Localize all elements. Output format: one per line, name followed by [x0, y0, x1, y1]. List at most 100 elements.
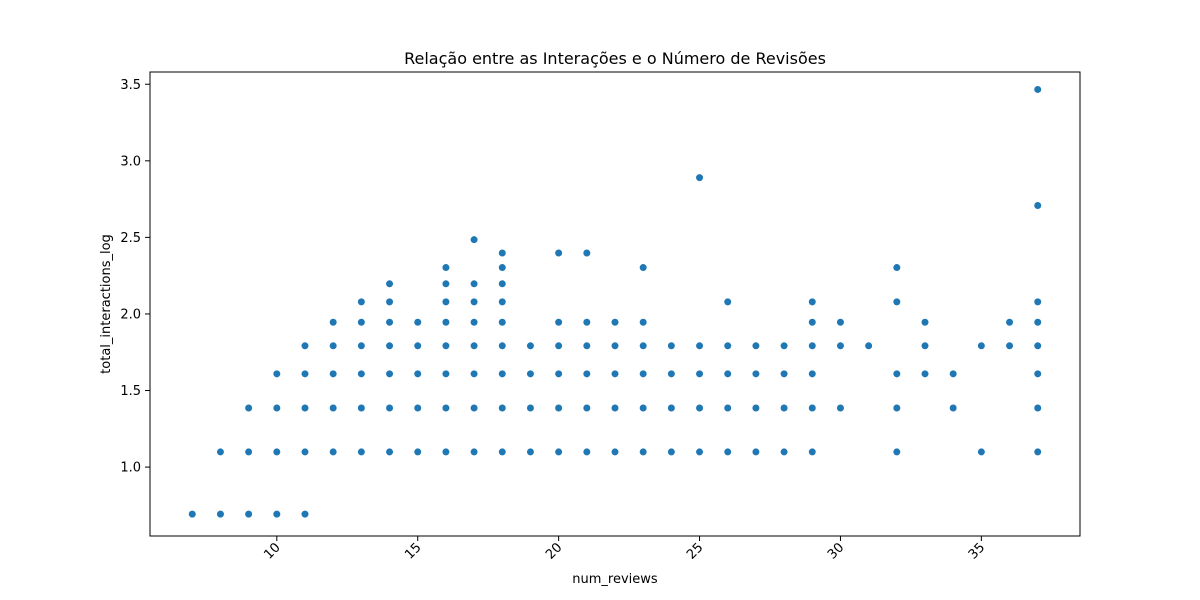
scatter-point: [610, 447, 620, 457]
scatter-point: [357, 447, 366, 457]
scatter-point: [695, 341, 704, 350]
x-axis-label: num_reviews: [572, 572, 658, 587]
scatter-point: [554, 318, 563, 327]
y-tick-label: 3.5: [120, 78, 141, 93]
scatter-point: [808, 403, 817, 413]
scatter-point: [554, 341, 563, 350]
scatter-point: [469, 318, 479, 327]
scatter-point: [498, 341, 507, 350]
scatter-point: [582, 341, 591, 350]
scatter-point: [526, 369, 535, 378]
scatter-point: [610, 318, 620, 327]
scatter-point: [413, 318, 422, 327]
scatter-point: [498, 279, 507, 288]
scatter-point: [385, 297, 394, 306]
scatter-point: [329, 403, 338, 413]
scatter-point: [695, 447, 704, 457]
scatter-point: [554, 403, 563, 413]
scatter-point: [695, 173, 704, 182]
y-tick-label: 2.0: [120, 307, 141, 322]
scatter-point: [639, 263, 648, 272]
scatter-point: [751, 369, 761, 378]
scatter-point: [498, 318, 507, 327]
y-tick-label: 2.5: [120, 231, 141, 246]
scatter-point: [977, 447, 986, 457]
scatter-point: [892, 403, 901, 413]
scatter-point: [639, 318, 648, 327]
scatter-point: [498, 403, 507, 413]
scatter-point: [610, 341, 620, 350]
scatter-point: [836, 403, 845, 413]
scatter-point: [667, 447, 676, 457]
scatter-point: [695, 403, 704, 413]
scatter-point: [526, 447, 535, 457]
scatter-point: [808, 297, 817, 306]
scatter-point: [498, 263, 507, 272]
scatter-point: [498, 369, 507, 378]
scatter-point: [272, 509, 281, 519]
scatter-point: [413, 447, 422, 457]
scatter-point: [751, 447, 761, 457]
scatter-point: [949, 369, 958, 378]
scatter-point: [272, 369, 281, 378]
scatter-point: [779, 369, 789, 378]
scatter-point: [892, 297, 901, 306]
scatter-point: [441, 341, 451, 350]
scatter-point: [469, 279, 479, 288]
scatter-point: [1033, 85, 1042, 94]
scatter-point: [723, 297, 732, 306]
scatter-point: [300, 369, 310, 378]
scatter-point: [892, 263, 901, 272]
scatter-point: [667, 403, 676, 413]
scatter-point: [808, 318, 817, 327]
scatter-point: [920, 341, 930, 350]
scatter-point: [300, 509, 310, 519]
scatter-point: [695, 369, 704, 378]
scatter-point: [385, 403, 394, 413]
scatter-point: [1033, 318, 1042, 327]
scatter-point: [385, 279, 394, 288]
scatter-point: [357, 341, 366, 350]
scatter-point: [751, 403, 761, 413]
scatter-point: [216, 447, 225, 457]
scatter-point: [1033, 447, 1042, 457]
scatter-point: [808, 369, 817, 378]
scatter-point: [554, 447, 563, 457]
scatter-point: [272, 447, 281, 457]
scatter-point: [808, 341, 817, 350]
scatter-point: [469, 403, 479, 413]
scatter-point: [1033, 297, 1042, 306]
scatter-point: [441, 279, 451, 288]
scatter-point: [469, 341, 479, 350]
points-layer: [188, 85, 1042, 519]
scatter-point: [441, 447, 451, 457]
scatter-point: [469, 297, 479, 306]
scatter-point: [920, 318, 930, 327]
scatter-point: [836, 318, 845, 327]
y-axis-label: total_interactions_log: [99, 234, 114, 374]
scatter-point: [554, 248, 563, 258]
scatter-point: [639, 403, 648, 413]
scatter-point: [357, 369, 366, 378]
scatter-point: [723, 341, 732, 350]
scatter-point: [1033, 369, 1042, 378]
scatter-point: [836, 341, 845, 350]
scatter-point: [723, 369, 732, 378]
scatter-point: [554, 369, 563, 378]
scatter-point: [667, 341, 676, 350]
scatter-point: [441, 297, 451, 306]
scatter-point: [329, 341, 338, 350]
scatter-point: [300, 403, 310, 413]
scatter-point: [639, 369, 648, 378]
scatter-point: [357, 297, 366, 306]
scatter-point: [639, 341, 648, 350]
scatter-point: [385, 369, 394, 378]
scatter-point: [329, 369, 338, 378]
scatter-point: [1033, 341, 1042, 350]
scatter-point: [1005, 318, 1014, 327]
scatter-point: [582, 369, 591, 378]
scatter-point: [244, 447, 253, 457]
scatter-point: [441, 263, 451, 272]
